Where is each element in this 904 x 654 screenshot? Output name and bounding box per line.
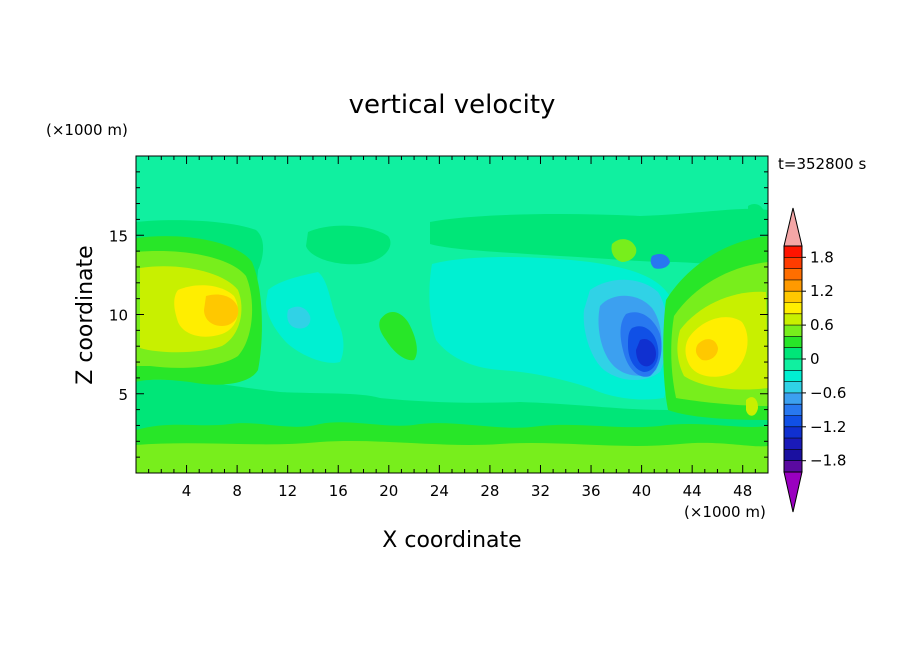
y-tick-label: 15: [109, 227, 128, 245]
x-axis-title: X coordinate: [382, 528, 521, 553]
colorbar-swatch: [784, 325, 802, 337]
right-updraft-max: [695, 339, 718, 361]
colorbar-swatch: [784, 381, 802, 393]
x-axis-ticks: 4 8 12 16 20 24 28 32 36 40 44 48: [148, 156, 756, 500]
right-edge-blob: [746, 397, 758, 416]
colorbar-swatch: [784, 268, 802, 280]
time-label: t=352800 s: [778, 155, 866, 173]
green-cell-16: [306, 225, 391, 265]
colorbar-swatch: [784, 257, 802, 269]
colorbar-swatch: [784, 426, 802, 439]
x-tick-label: 48: [733, 482, 752, 500]
y-tick-label: 5: [118, 386, 128, 404]
x-tick-label: 40: [632, 482, 651, 500]
colorbar-tick-label: 0: [810, 350, 820, 368]
x-tick-label: 44: [683, 482, 702, 500]
x-tick-label: 24: [430, 482, 449, 500]
upper-cell-38: [611, 239, 637, 262]
colorbar-swatch: [784, 460, 802, 472]
upper-cell-40: [650, 254, 670, 269]
x-tick-label: 4: [182, 482, 192, 500]
colorbar-swatch: [784, 347, 802, 359]
x-tick-label: 12: [278, 482, 297, 500]
colorbar-swatch: [784, 279, 802, 292]
chart-title: vertical velocity: [349, 90, 556, 120]
colorbar-swatch: [784, 359, 802, 371]
colorbar-swatch: [784, 246, 802, 258]
y-unit-label: (×1000 m): [46, 121, 128, 139]
colorbar-swatch: [784, 392, 802, 405]
colorbar-swatch: [784, 291, 802, 303]
upper-green-band-right: [430, 208, 768, 270]
colorbar-swatch: [784, 438, 802, 450]
colorbar-swatch: [784, 449, 802, 461]
y-tick-label: 10: [109, 307, 128, 325]
x-tick-label: 32: [531, 482, 550, 500]
x-tick-label: 20: [379, 482, 398, 500]
x-tick-label: 16: [329, 482, 348, 500]
colorbar-tick-label: −0.6: [810, 384, 846, 402]
left-downdraft-core: [287, 306, 311, 329]
x-tick-label: 28: [480, 482, 499, 500]
colorbar-swatch: [784, 415, 802, 427]
colorbar-under-arrow: [783, 471, 803, 513]
colorbar-tick-label: 1.8: [810, 248, 834, 266]
central-downdraft-max: [636, 338, 656, 367]
lower-light-green: [136, 441, 768, 473]
plot-area: [136, 156, 768, 473]
colorbar-swatch: [784, 313, 802, 326]
x-tick-label: 36: [581, 482, 600, 500]
top-right-blob: [748, 204, 764, 219]
x-tick-label: 8: [232, 482, 242, 500]
x-unit-label: (×1000 m): [684, 503, 766, 521]
colorbar-tick-label: −1.8: [810, 452, 846, 470]
green-cell-20: [379, 311, 417, 361]
colorbar-over-arrow: [783, 207, 803, 247]
colorbar-swatch: [784, 404, 802, 416]
y-axis-ticks: 5 10 15: [109, 171, 768, 458]
colorbar-tick-label: 1.2: [810, 282, 834, 300]
colorbar-swatch: [784, 336, 802, 348]
left-updraft-max: [204, 294, 239, 326]
colorbar-tick-label: 0.6: [810, 316, 834, 334]
colorbar-tick-label: −1.2: [810, 418, 846, 436]
colorbar: 1.8 1.2 0.6 0 −0.6 −1.2 −1.8: [783, 207, 846, 513]
colorbar-swatch: [784, 370, 802, 382]
y-axis-title: Z coordinate: [73, 245, 98, 384]
colorbar-swatch: [784, 302, 802, 314]
